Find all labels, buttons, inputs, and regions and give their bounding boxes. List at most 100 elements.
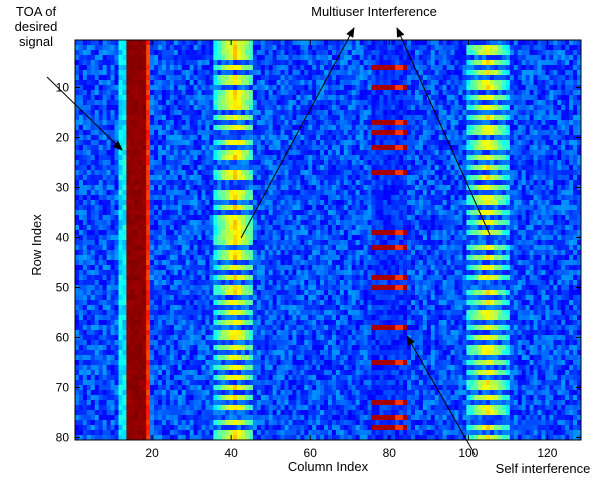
heatmap-cell	[114, 55, 120, 61]
heatmap-cell	[130, 110, 135, 116]
heatmap-cell	[395, 50, 400, 56]
heatmap-cell	[331, 50, 337, 56]
heatmap-cell	[264, 200, 270, 206]
heatmap-cell	[189, 75, 195, 81]
heatmap-cell	[82, 60, 88, 66]
heatmap-cell	[276, 80, 282, 86]
heatmap-cell	[438, 145, 444, 151]
heatmap-cell	[569, 155, 574, 161]
heatmap-cell	[256, 195, 262, 201]
heatmap-cell	[363, 195, 369, 201]
heatmap-cell	[205, 185, 210, 191]
heatmap-cell	[122, 120, 127, 126]
heatmap-cell	[146, 100, 151, 106]
heatmap-cell	[383, 180, 388, 186]
heatmap-cell	[328, 215, 333, 221]
heatmap-cell	[573, 75, 578, 81]
heatmap-cell	[458, 230, 463, 236]
heatmap-cell	[264, 115, 270, 121]
heatmap-cell	[418, 65, 424, 71]
heatmap-cell	[513, 115, 519, 121]
heatmap-cell	[82, 40, 88, 46]
heatmap-cell	[308, 125, 313, 131]
heatmap-cell	[509, 70, 515, 76]
heatmap-cell	[248, 230, 254, 236]
heatmap-cell	[138, 140, 143, 146]
heatmap-cell	[482, 120, 487, 126]
heatmap-cell	[482, 150, 487, 156]
heatmap-cell	[450, 190, 456, 196]
heatmap-cell	[158, 225, 163, 231]
heatmap-cell	[181, 175, 187, 181]
heatmap-cell	[497, 200, 503, 206]
heatmap-cell	[573, 205, 578, 211]
heatmap-cell	[312, 50, 317, 56]
heatmap-cell	[454, 160, 460, 166]
heatmap-cell	[478, 115, 483, 121]
heatmap-cell	[525, 55, 531, 61]
heatmap-cell	[541, 50, 547, 56]
heatmap-cell	[430, 70, 436, 76]
heatmap-cell	[470, 230, 475, 236]
heatmap-cell	[106, 115, 112, 121]
heatmap-cell	[545, 160, 550, 166]
heatmap-cell	[454, 195, 460, 201]
heatmap-cell	[122, 230, 127, 236]
heatmap-cell	[213, 230, 218, 236]
heatmap-cell	[106, 60, 112, 66]
heatmap-cell	[403, 195, 408, 201]
heatmap-cell	[577, 190, 581, 196]
heatmap-cell	[316, 50, 321, 56]
heatmap-cell	[82, 185, 88, 191]
heatmap-cell	[537, 75, 543, 81]
heatmap-cell	[403, 165, 408, 171]
heatmap-cell	[276, 70, 282, 76]
heatmap-cell	[569, 75, 574, 81]
heatmap-cell	[237, 55, 242, 61]
heatmap-cell	[525, 200, 531, 206]
heatmap-cell	[320, 210, 325, 216]
heatmap-cell	[320, 145, 325, 151]
heatmap-cell	[288, 50, 294, 56]
heatmap-cell	[355, 75, 361, 81]
heatmap-cell	[363, 75, 369, 81]
heatmap-cell	[351, 75, 357, 81]
heatmap-cell	[94, 60, 100, 66]
heatmap-cell	[545, 70, 550, 76]
heatmap-cell	[557, 75, 562, 81]
heatmap-cell	[375, 80, 380, 86]
heatmap-cell	[248, 130, 254, 136]
heatmap-cell	[387, 215, 392, 221]
heatmap-cell	[462, 160, 467, 166]
heatmap-cell	[462, 155, 467, 161]
heatmap-cell	[399, 220, 404, 226]
heatmap-cell	[569, 205, 574, 211]
heatmap-cell	[454, 115, 460, 121]
heatmap-cell	[165, 170, 171, 176]
heatmap-cell	[126, 65, 131, 71]
heatmap-cell	[458, 175, 463, 181]
heatmap-cell	[181, 210, 187, 216]
heatmap-cell	[391, 175, 396, 181]
heatmap-cell	[94, 110, 100, 116]
heatmap-cell	[272, 160, 278, 166]
heatmap-cell	[225, 100, 230, 106]
heatmap-cell	[414, 210, 420, 216]
heatmap-cell	[229, 135, 234, 141]
heatmap-cell	[161, 200, 167, 206]
heatmap-cell	[288, 55, 294, 61]
heatmap-cell	[197, 65, 203, 71]
heatmap-cell	[573, 215, 578, 221]
heatmap-cell	[367, 145, 373, 151]
heatmap-cell	[533, 125, 539, 131]
heatmap-cell	[569, 200, 574, 206]
heatmap-cell	[284, 185, 290, 191]
heatmap-cell	[106, 90, 112, 96]
heatmap-cell	[363, 230, 369, 236]
heatmap-cell	[418, 75, 424, 81]
heatmap-cell	[197, 195, 203, 201]
heatmap-cell	[126, 120, 131, 126]
heatmap-cell	[497, 225, 503, 231]
heatmap-cell	[403, 65, 408, 71]
heatmap-cell	[561, 45, 566, 51]
